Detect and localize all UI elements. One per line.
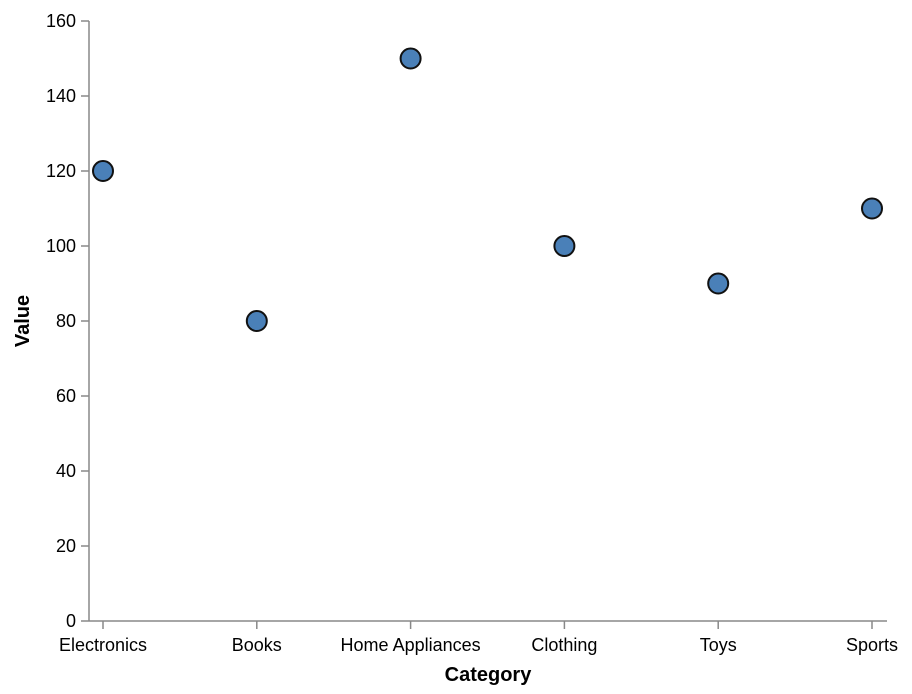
x-tick-label: Electronics	[59, 635, 147, 655]
x-tick-label: Clothing	[531, 635, 597, 655]
y-tick-label: 140	[46, 86, 76, 106]
x-tick-label: Sports	[846, 635, 898, 655]
data-point	[707, 272, 730, 295]
y-axis: 0 20 40 60 80 100 120 140 160	[46, 11, 90, 631]
y-axis-title: Value	[12, 295, 34, 347]
data-point	[861, 197, 883, 220]
data-point	[92, 160, 114, 182]
y-tick-label: 160	[46, 11, 76, 31]
data-points	[92, 47, 883, 332]
data-point	[399, 47, 422, 70]
x-tick-label: Home Appliances	[341, 635, 481, 655]
x-axis: Electronics Books Home Appliances Clothing T…	[59, 620, 898, 655]
y-tick-label: 60	[56, 386, 76, 406]
y-tick-label: 20	[56, 536, 76, 556]
y-tick-label: 80	[56, 311, 76, 331]
data-point	[553, 235, 576, 257]
y-tick-label: 100	[46, 236, 76, 256]
y-tick-label: 120	[46, 161, 76, 181]
y-tick-label: 40	[56, 461, 76, 481]
x-tick-label: Toys	[700, 635, 737, 655]
data-point	[245, 310, 268, 332]
x-axis-title: Category	[445, 664, 533, 686]
y-tick-label: 0	[66, 611, 76, 631]
x-tick-label: Books	[232, 635, 282, 655]
